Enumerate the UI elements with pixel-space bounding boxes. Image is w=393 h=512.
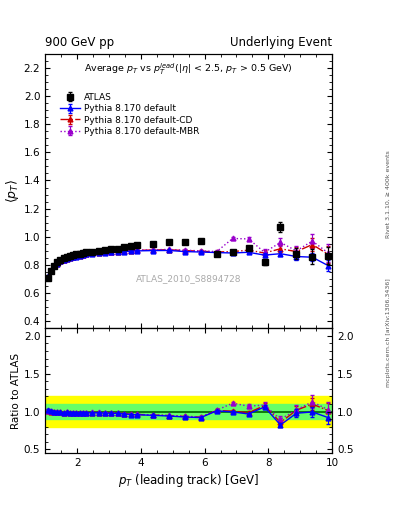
Y-axis label: $\langle p_T \rangle$: $\langle p_T \rangle$ [4,179,21,203]
Text: mcplots.cern.ch [arXiv:1306.3436]: mcplots.cern.ch [arXiv:1306.3436] [386,279,391,387]
Legend: ATLAS, Pythia 8.170 default, Pythia 8.170 default-CD, Pythia 8.170 default-MBR: ATLAS, Pythia 8.170 default, Pythia 8.17… [58,91,201,138]
X-axis label: $p_T$ (leading track) [GeV]: $p_T$ (leading track) [GeV] [118,472,259,489]
Text: Average $p_T$ vs $p_T^{lead}$(|$\eta$| < 2.5, $p_T$ > 0.5 GeV): Average $p_T$ vs $p_T^{lead}$(|$\eta$| <… [84,62,293,77]
Text: 900 GeV pp: 900 GeV pp [45,36,114,49]
Bar [45,396,332,426]
Text: ATLAS_2010_S8894728: ATLAS_2010_S8894728 [136,274,241,284]
Bar [45,404,332,419]
Y-axis label: Ratio to ATLAS: Ratio to ATLAS [11,353,21,429]
Text: Underlying Event: Underlying Event [230,36,332,49]
Text: Rivet 3.1.10, ≥ 400k events: Rivet 3.1.10, ≥ 400k events [386,151,391,239]
